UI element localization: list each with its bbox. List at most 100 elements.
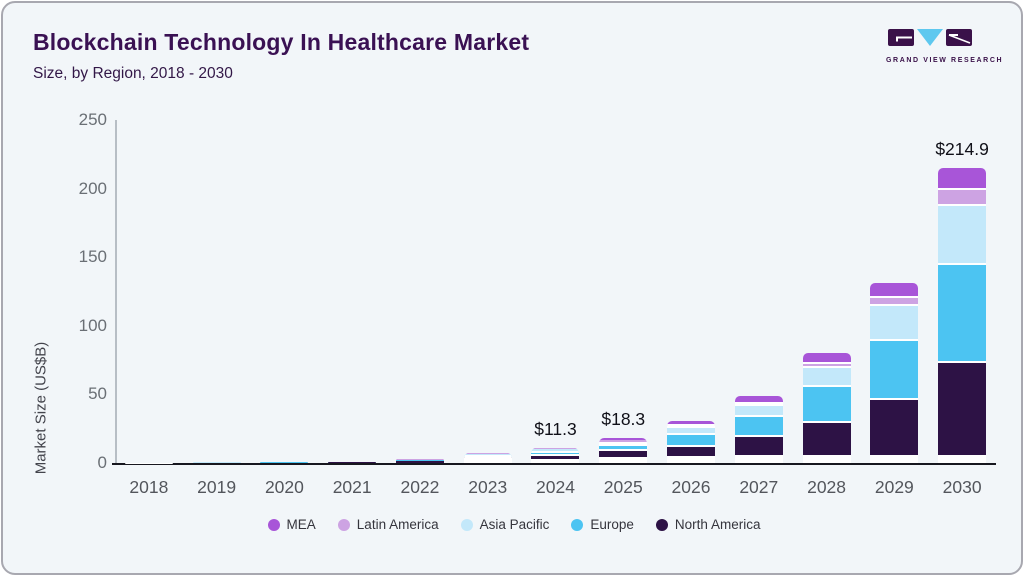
legend-label: Asia Pacific <box>479 517 550 532</box>
segment-europe <box>463 455 512 458</box>
x-tick-label-2020: 2020 <box>264 477 304 497</box>
bar-2028 <box>802 353 851 463</box>
y-tick-label-150: 150 <box>78 247 107 267</box>
segment-europe <box>667 432 716 445</box>
segment-north-america <box>395 461 444 463</box>
segment-north-america <box>938 361 987 455</box>
segment-europe <box>599 444 648 450</box>
segment-europe <box>734 414 783 436</box>
y-tick-label-100: 100 <box>78 315 107 335</box>
x-tick-label-2025: 2025 <box>603 477 643 497</box>
y-axis-line <box>115 120 117 463</box>
legend-swatch-icon <box>571 518 584 531</box>
legend-label: Latin America <box>356 517 439 532</box>
segment-latin-america <box>938 187 987 205</box>
bar-group-2024: $11.3 2024 <box>522 120 590 497</box>
bar-2023 <box>463 452 512 463</box>
bar-group-2018: 2018 <box>115 120 183 497</box>
legend-swatch-icon <box>337 518 350 531</box>
segment-north-america <box>802 420 851 455</box>
segment-mea <box>667 421 716 425</box>
bar-2030 <box>938 168 987 463</box>
y-tick-label-200: 200 <box>78 178 107 198</box>
x-tick-label-2022: 2022 <box>400 477 440 497</box>
gvr-logo-text: GRAND VIEW RESEARCH <box>886 57 1004 64</box>
chart-legend: MEA Latin America Asia Pacific Europe North … <box>3 517 1021 532</box>
legend-swatch-icon <box>655 518 668 531</box>
legend-swatch-icon <box>460 518 473 531</box>
value-label-2024: $11.3 <box>534 418 577 439</box>
plot-area: Market Size (US$B) 250 200 150 100 50 0 2018 2… <box>33 110 996 497</box>
segment-europe <box>531 451 580 455</box>
segment-asia-pacific <box>802 366 851 386</box>
segment-latin-america <box>599 439 648 442</box>
segment-asia-pacific <box>938 204 987 263</box>
y-tick-label-0: 0 <box>97 453 107 472</box>
bar-group-2025: $18.3 2025 <box>589 120 657 497</box>
x-tick-label-2021: 2021 <box>332 477 372 497</box>
y-axis-title: Market Size (US$B) <box>32 341 50 475</box>
x-tick-label-2023: 2023 <box>468 477 508 497</box>
segment-asia-pacific <box>395 459 444 461</box>
bar-group-2027: 2027 <box>725 120 793 497</box>
bar-2022 <box>395 459 444 463</box>
page-title: Blockchain Technology In Healthcare Mark… <box>33 29 530 55</box>
bar-group-2022: 2022 <box>386 120 454 497</box>
bar-2024 <box>531 447 580 463</box>
x-tick-label-2026: 2026 <box>671 477 711 497</box>
segment-europe <box>802 385 851 421</box>
segment-asia-pacific <box>531 448 580 452</box>
x-axis-line <box>112 463 996 465</box>
bar-group-2019: 2019 <box>183 120 251 497</box>
bar-group-2023: 2023 <box>454 120 522 497</box>
segment-north-america <box>870 397 919 455</box>
bar-group-2030: $214.9 2030 <box>928 120 996 497</box>
segment-asia-pacific <box>667 426 716 433</box>
bar-2029 <box>870 283 919 463</box>
bar-2020 <box>260 462 309 463</box>
segment-mea <box>938 168 987 188</box>
legend-item-latin-america: Latin America <box>337 517 439 532</box>
y-tick-label-250: 250 <box>78 110 107 129</box>
legend-swatch-icon <box>267 518 280 531</box>
x-tick-label-2018: 2018 <box>129 477 169 497</box>
segment-asia-pacific <box>599 441 648 445</box>
segment-mea <box>599 437 648 440</box>
segment-north-america <box>599 449 648 457</box>
legend-label: Europe <box>590 517 634 532</box>
bar-2021 <box>328 461 377 463</box>
bar-group-2021: 2021 <box>318 120 386 497</box>
legend-item-mea: MEA <box>267 517 316 532</box>
bar-group-2029: 2029 <box>860 120 928 497</box>
segment-asia-pacific <box>734 403 783 415</box>
x-tick-label-2024: 2024 <box>536 477 575 497</box>
x-tick-label-2019: 2019 <box>197 477 237 497</box>
bar-2026 <box>667 421 716 463</box>
segment-north-america <box>667 444 716 456</box>
segment-latin-america <box>531 448 580 449</box>
segment-north-america <box>328 462 377 463</box>
gvr-logo-icon <box>888 29 972 46</box>
segment-latin-america <box>802 362 851 367</box>
x-tick-label-2028: 2028 <box>807 477 847 497</box>
segment-europe <box>870 339 919 398</box>
bar-2027 <box>734 396 783 463</box>
bar-group-2020: 2020 <box>251 120 319 497</box>
value-label-2030: $214.9 <box>935 139 989 160</box>
legend-item-europe: Europe <box>571 517 634 532</box>
segment-latin-america <box>870 295 919 304</box>
segment-mea <box>870 283 919 296</box>
bar-2025 <box>599 437 648 463</box>
bar-2019 <box>192 462 241 463</box>
x-tick-label-2027: 2027 <box>739 477 779 497</box>
segment-north-america <box>463 457 512 460</box>
legend-label: North America <box>674 517 761 532</box>
segment-europe <box>938 262 987 362</box>
x-tick-label-2030: 2030 <box>942 477 982 497</box>
value-label-2025: $18.3 <box>601 408 646 429</box>
gvr-logo: GRAND VIEW RESEARCH <box>886 27 1004 64</box>
segment-asia-pacific <box>870 303 919 340</box>
segment-north-america <box>531 454 580 459</box>
y-tick-label-50: 50 <box>88 384 107 404</box>
